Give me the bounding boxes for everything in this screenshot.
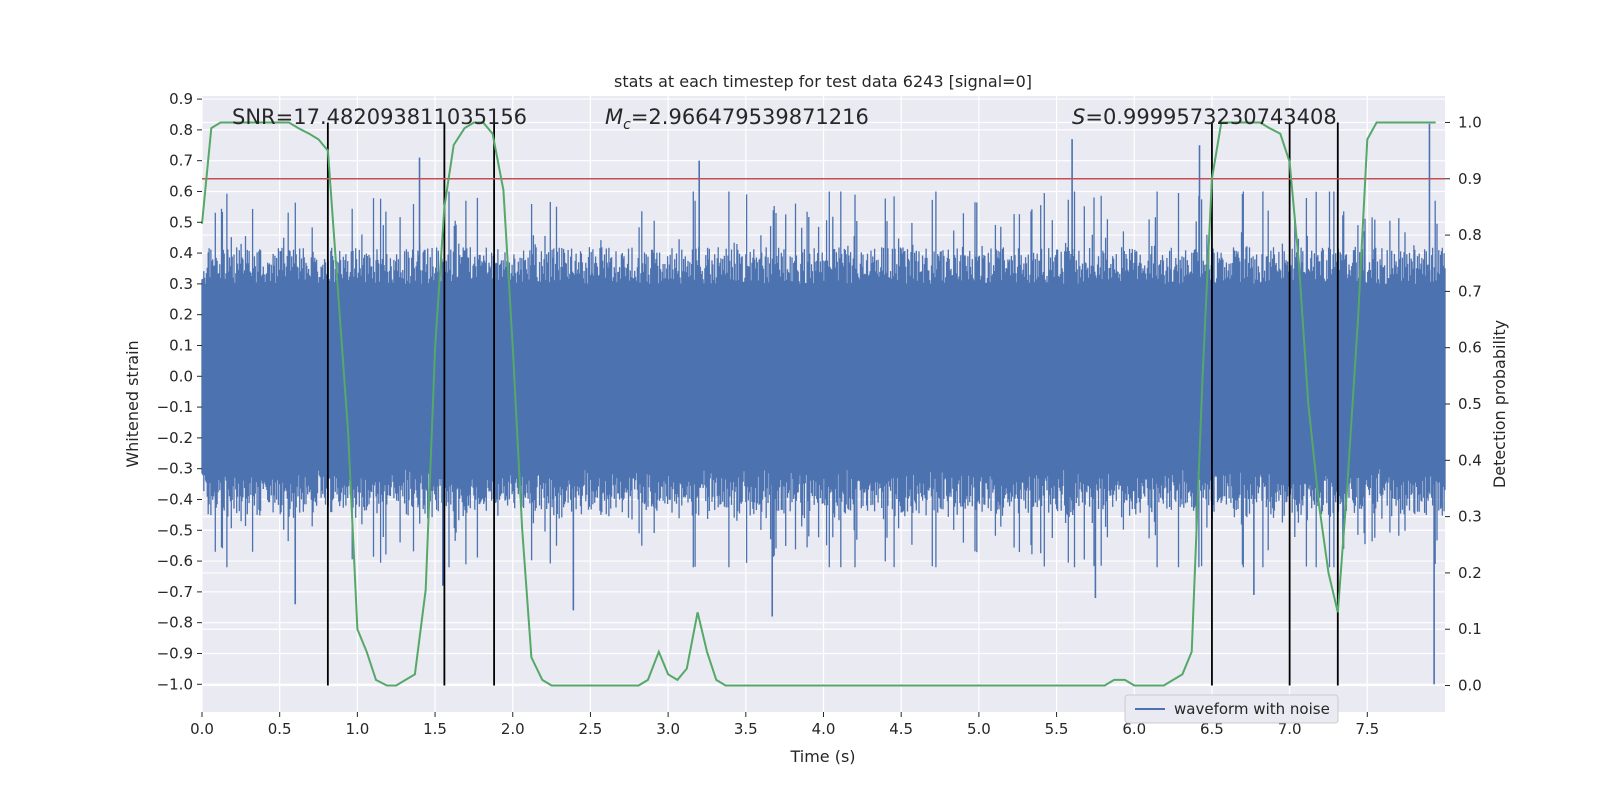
y-tick-label: 0.4 <box>169 244 193 262</box>
y-tick-label: 0.5 <box>169 213 193 231</box>
legend: waveform with noise <box>1124 694 1339 724</box>
y-tick-label: −0.6 <box>157 552 193 570</box>
chirp-mass-symbol: M <box>605 105 623 129</box>
s-value: =0.9999573230743408 <box>1085 105 1336 129</box>
y-axis-label: Whitened strain <box>123 340 142 467</box>
snr-annotation: SNR=17.482093811035156 <box>232 105 527 129</box>
y-tick-label: −0.5 <box>157 521 193 539</box>
x-tick-label: 7.5 <box>1355 720 1379 738</box>
y2-tick-label: 1.0 <box>1458 113 1482 131</box>
s-symbol: S <box>1072 105 1085 129</box>
x-tick-label: 6.5 <box>1200 720 1224 738</box>
x-tick-label: 3.0 <box>656 720 680 738</box>
y-tick-label: −0.7 <box>157 583 193 601</box>
y-tick-label: −0.4 <box>157 490 193 508</box>
chart-title: stats at each timestep for test data 624… <box>614 72 1032 91</box>
y-tick-label: −0.2 <box>157 429 193 447</box>
y-tick-label: 0.2 <box>169 306 193 324</box>
y-tick-label: −1.0 <box>157 675 193 693</box>
x-tick-label: 0.5 <box>268 720 292 738</box>
chirp-mass-annotation: Mc=2.966479539871216 <box>605 105 869 133</box>
y-tick-label: 0.3 <box>169 275 193 293</box>
y2-tick-label: 0.5 <box>1458 395 1482 413</box>
y-tick-label: −0.1 <box>157 398 193 416</box>
y-tick-label: −0.3 <box>157 460 193 478</box>
x-tick-label: 5.0 <box>967 720 991 738</box>
y-tick-label: 0.0 <box>169 367 193 385</box>
y2-tick-label: 0.3 <box>1458 508 1482 526</box>
x-tick-label: 2.5 <box>579 720 603 738</box>
y-tick-label: 0.1 <box>169 336 193 354</box>
y2-tick-label: 0.1 <box>1458 620 1482 638</box>
y-tick-label: 0.9 <box>169 90 193 108</box>
y2-tick-label: 0.4 <box>1458 451 1482 469</box>
y-tick-label: 0.6 <box>169 182 193 200</box>
y-tick-label: 0.7 <box>169 152 193 170</box>
y-tick-label: 0.8 <box>169 121 193 139</box>
x-tick-label: 2.0 <box>501 720 525 738</box>
y-axis-ticks: 0.9 0.8 0.7 0.6 0.5 0.4 0.3 0.2 0.1 0.0 −0.1 −0.2 −0… <box>157 90 202 693</box>
x-tick-label: 1.5 <box>423 720 447 738</box>
x-axis-label: Time (s) <box>789 747 855 766</box>
y2-axis-label: Detection probability <box>1490 320 1509 488</box>
detection-probability-series <box>201 121 1436 687</box>
y2-tick-label: 0.8 <box>1458 226 1482 244</box>
chirp-mass-subscript: c <box>623 117 631 133</box>
waveform-series <box>201 123 1446 685</box>
y-tick-label: −0.8 <box>157 614 193 632</box>
x-tick-label: 7.0 <box>1278 720 1302 738</box>
x-tick-label: 4.0 <box>812 720 836 738</box>
y2-tick-label: 0.9 <box>1458 170 1482 188</box>
x-tick-label: 3.5 <box>734 720 758 738</box>
y2-axis-ticks: 1.0 0.9 0.8 0.7 0.6 0.5 0.4 0.3 0.2 0.1 0.0 <box>1445 113 1482 695</box>
y2-tick-label: 0.6 <box>1458 339 1482 357</box>
y-tick-label: −0.9 <box>157 644 193 662</box>
x-tick-label: 5.5 <box>1045 720 1069 738</box>
x-tick-label: 1.0 <box>345 720 369 738</box>
legend-label: waveform with noise <box>1174 700 1330 718</box>
legend-box <box>1124 694 1339 724</box>
x-tick-label: 4.5 <box>889 720 913 738</box>
chirp-mass-value: =2.966479539871216 <box>631 105 869 129</box>
detection-probability-line <box>201 121 1436 687</box>
x-axis-ticks: 0.0 0.5 1.0 1.5 2.0 2.5 3.0 3.5 4.0 4.5 5.0 5.5 6.0 6… <box>190 712 1379 738</box>
s-annotation: S=0.9999573230743408 <box>1072 105 1337 129</box>
x-tick-label: 0.0 <box>190 720 214 738</box>
y2-tick-label: 0.2 <box>1458 564 1482 582</box>
x-tick-label: 6.0 <box>1122 720 1146 738</box>
y2-tick-label: 0.0 <box>1458 677 1482 695</box>
y2-tick-label: 0.7 <box>1458 282 1482 300</box>
